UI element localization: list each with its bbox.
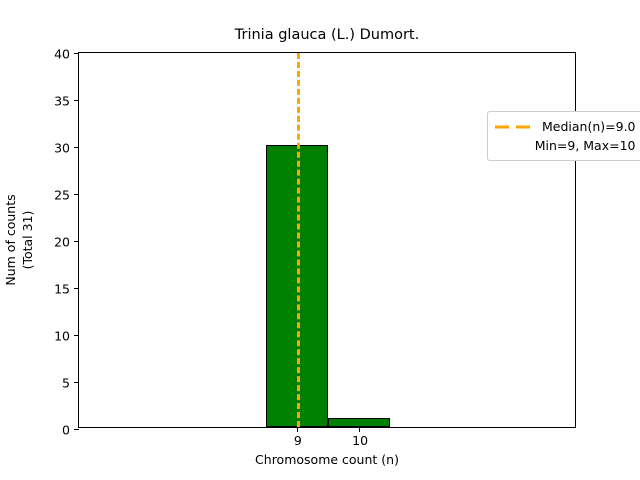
y-tick-label-0: 0 <box>62 422 70 438</box>
y-axis-label: Num of counts (Total 31) <box>0 52 40 428</box>
chart-title: Trinia glauca (L.) Dumort. <box>234 27 420 43</box>
x-axis-label: Chromosome count (n) <box>255 452 399 467</box>
y-tick-10: 10 <box>54 329 79 344</box>
y-tick-0: 0 <box>62 423 79 438</box>
y-tick-label-10: 10 <box>54 328 70 344</box>
y-tick-label-5: 5 <box>62 375 70 391</box>
y-tick-15: 15 <box>54 282 79 297</box>
y-tick-35: 35 <box>54 94 79 109</box>
y-tick-30: 30 <box>54 141 79 156</box>
y-tick-label-20: 20 <box>54 234 70 250</box>
y-axis-label-line-2: (Total 31) <box>20 210 35 270</box>
bar-10[interactable] <box>328 417 391 427</box>
legend-entry-median: Median(n)=9.0 <box>495 117 636 136</box>
y-tick-5: 5 <box>62 376 79 391</box>
chart-legend: Median(n)=9.0 Min=9, Max=10 <box>487 111 640 161</box>
dashed-line-icon <box>495 121 533 133</box>
median-line <box>296 53 300 427</box>
plot-inner <box>79 53 575 427</box>
y-tick-label-15: 15 <box>54 281 70 297</box>
y-tick-label-40: 40 <box>54 46 70 62</box>
legend-label-median: Median(n)=9.0 <box>542 119 636 134</box>
legend-label-minmax: Min=9, Max=10 <box>534 138 636 153</box>
plot-area: 0 5 10 15 20 25 30 35 40 9 10 <box>54 47 640 448</box>
legend-entry-minmax: Min=9, Max=10 <box>495 136 636 155</box>
x-tick-label-9: 9 <box>293 433 302 448</box>
y-tick-20: 20 <box>54 235 79 250</box>
y-tick-label-25: 25 <box>54 187 70 203</box>
x-tick-label-10: 10 <box>352 433 369 448</box>
x-tick-10: 10 <box>352 427 368 448</box>
y-tick-label-30: 30 <box>54 140 70 156</box>
y-tick-40: 40 <box>54 47 79 62</box>
x-tick-9: 9 <box>294 427 302 448</box>
y-axis-label-line-1: Num of counts <box>3 194 19 286</box>
y-tick-25: 25 <box>54 188 79 203</box>
y-tick-label-35: 35 <box>54 93 70 109</box>
